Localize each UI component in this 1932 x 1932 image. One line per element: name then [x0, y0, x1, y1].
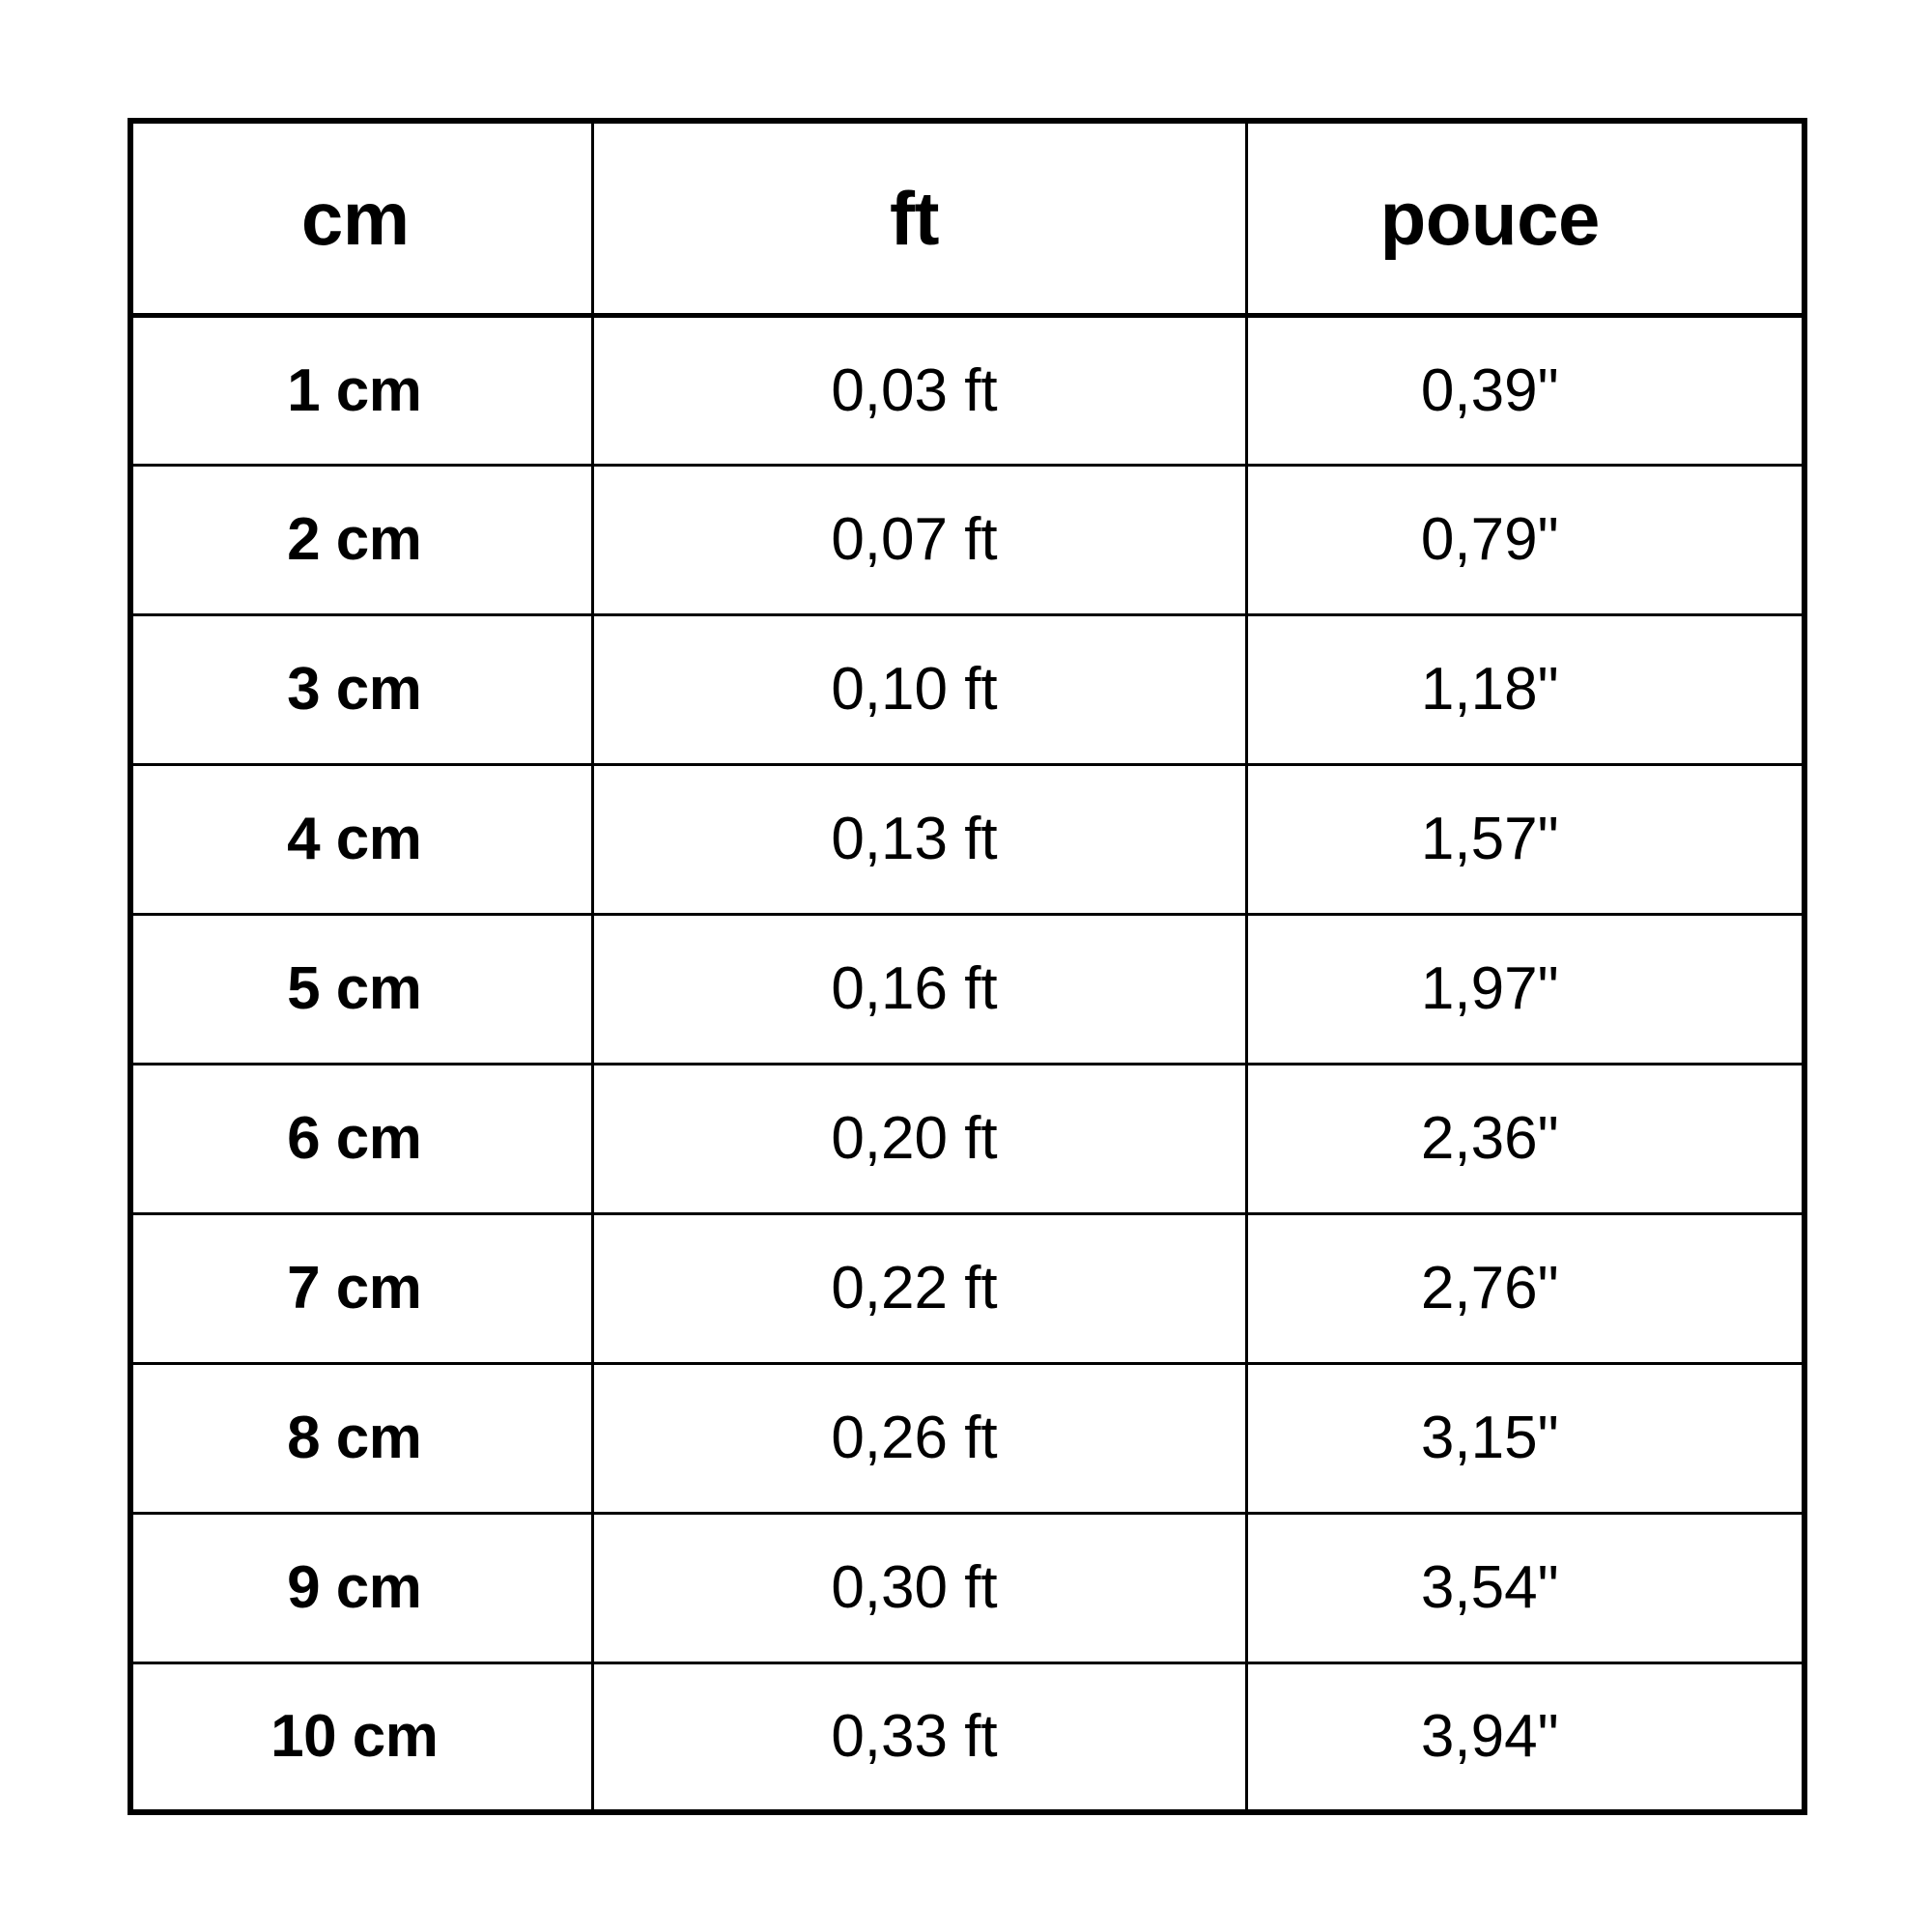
cell-ft: 0,03 ft [590, 313, 1248, 467]
column-header-ft: ft [590, 119, 1248, 318]
table-row: 4 cm 0,13 ft 1,57" [128, 762, 1806, 916]
cell-cm: 4 cm [128, 762, 594, 916]
table-body: 1 cm 0,03 ft 0,39" 2 cm 0,07 ft 0,79" 3 … [128, 313, 1806, 1814]
table-header: cm ft pouce [128, 119, 1806, 318]
cell-cm: 10 cm [128, 1661, 594, 1814]
table-row: 2 cm 0,07 ft 0,79" [128, 463, 1806, 616]
cell-pouce: 0,79" [1244, 463, 1806, 616]
cell-cm: 1 cm [128, 313, 594, 467]
cell-ft: 0,20 ft [590, 1062, 1248, 1215]
cell-pouce: 1,57" [1244, 762, 1806, 916]
table-row: 6 cm 0,20 ft 2,36" [128, 1062, 1806, 1215]
cell-ft: 0,16 ft [590, 912, 1248, 1065]
cell-pouce: 1,18" [1244, 612, 1806, 766]
conversion-table: cm ft pouce 1 cm 0,03 ft 0,39" 2 cm 0,07… [128, 118, 1807, 1815]
cell-ft: 0,07 ft [590, 463, 1248, 616]
cell-pouce: 3,15" [1244, 1361, 1806, 1515]
table-row: 10 cm 0,33 ft 3,94" [128, 1661, 1806, 1814]
cell-pouce: 0,39" [1244, 313, 1806, 467]
cell-pouce: 1,97" [1244, 912, 1806, 1065]
cell-cm: 3 cm [128, 612, 594, 766]
cell-ft: 0,26 ft [590, 1361, 1248, 1515]
cell-pouce: 2,36" [1244, 1062, 1806, 1215]
cell-pouce: 3,54" [1244, 1511, 1806, 1664]
table-row: 9 cm 0,30 ft 3,54" [128, 1511, 1806, 1664]
cell-cm: 5 cm [128, 912, 594, 1065]
cell-pouce: 2,76" [1244, 1211, 1806, 1365]
cell-cm: 6 cm [128, 1062, 594, 1215]
cell-ft: 0,22 ft [590, 1211, 1248, 1365]
column-header-cm: cm [128, 119, 594, 318]
cell-ft: 0,33 ft [590, 1661, 1248, 1814]
cell-cm: 9 cm [128, 1511, 594, 1664]
table-row: 3 cm 0,10 ft 1,18" [128, 612, 1806, 766]
table-row: 5 cm 0,16 ft 1,97" [128, 912, 1806, 1065]
cell-cm: 7 cm [128, 1211, 594, 1365]
table-row: 1 cm 0,03 ft 0,39" [128, 313, 1806, 467]
cell-cm: 2 cm [128, 463, 594, 616]
header-row: cm ft pouce [128, 119, 1806, 318]
cell-ft: 0,30 ft [590, 1511, 1248, 1664]
cell-ft: 0,13 ft [590, 762, 1248, 916]
column-header-pouce: pouce [1244, 119, 1806, 318]
cell-pouce: 3,94" [1244, 1661, 1806, 1814]
cell-ft: 0,10 ft [590, 612, 1248, 766]
table-row: 8 cm 0,26 ft 3,15" [128, 1361, 1806, 1515]
table-row: 7 cm 0,22 ft 2,76" [128, 1211, 1806, 1365]
cell-cm: 8 cm [128, 1361, 594, 1515]
